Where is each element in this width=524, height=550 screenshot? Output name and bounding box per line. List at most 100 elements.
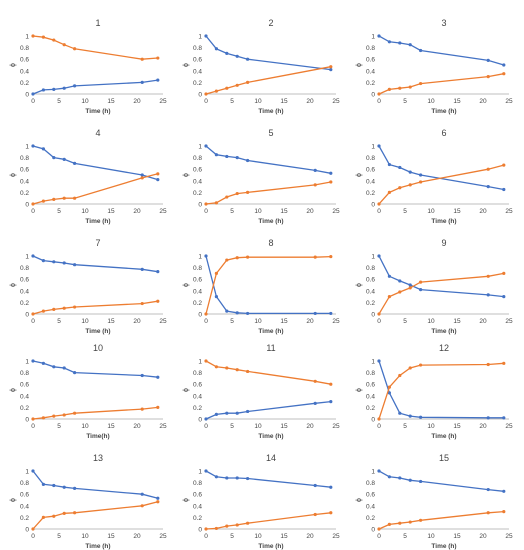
data-point bbox=[329, 485, 333, 489]
data-point bbox=[52, 38, 56, 42]
data-point bbox=[214, 201, 218, 205]
x-tick-label: 15 bbox=[453, 208, 461, 215]
x-tick-label: 15 bbox=[453, 423, 461, 430]
series-line-1 bbox=[205, 470, 331, 488]
data-point bbox=[52, 307, 56, 311]
data-point bbox=[377, 34, 381, 38]
data-point bbox=[156, 405, 160, 409]
y-tick-label: 0.2 bbox=[193, 405, 202, 412]
data-point bbox=[214, 153, 218, 157]
series-line-2 bbox=[205, 360, 331, 385]
chart-title: 5 bbox=[268, 128, 273, 138]
series-line-1 bbox=[378, 470, 504, 492]
x-tick-label: 0 bbox=[31, 533, 35, 540]
x-tick-label: 5 bbox=[57, 208, 61, 215]
data-point bbox=[419, 288, 423, 292]
data-point bbox=[73, 84, 77, 88]
data-point bbox=[41, 482, 46, 486]
series-line-2 bbox=[32, 406, 158, 420]
x-tick-label: 10 bbox=[254, 533, 262, 540]
chart-title: 11 bbox=[266, 343, 275, 353]
x-axis-label: Time (h) bbox=[431, 218, 456, 225]
data-point bbox=[225, 195, 229, 199]
y-tick-label: 0.2 bbox=[366, 405, 375, 412]
data-point bbox=[377, 254, 381, 258]
data-point bbox=[329, 65, 333, 69]
series-line-2 bbox=[205, 255, 331, 315]
y-tick-label: 0.2 bbox=[193, 300, 202, 307]
data-point bbox=[31, 469, 35, 473]
x-tick-label: 5 bbox=[403, 318, 407, 325]
data-point bbox=[246, 158, 250, 163]
data-point bbox=[62, 196, 66, 200]
data-point bbox=[140, 173, 144, 177]
x-axis-label: Time (h) bbox=[258, 433, 283, 440]
y-axis-label: ϕ bbox=[356, 388, 363, 392]
y-tick-label: 0 bbox=[198, 527, 202, 534]
y-tick-label: 0.2 bbox=[193, 80, 202, 87]
y-tick-label: 0.2 bbox=[366, 80, 375, 87]
data-point bbox=[62, 366, 66, 370]
data-point bbox=[486, 58, 490, 62]
x-axis-label: Time (h) bbox=[431, 108, 456, 115]
y-tick-label: 0.4 bbox=[193, 503, 202, 510]
series-line-2 bbox=[32, 501, 158, 530]
data-point bbox=[502, 489, 506, 493]
x-tick-label: 25 bbox=[505, 98, 513, 105]
data-point bbox=[204, 92, 208, 96]
y-tick-label: 0.4 bbox=[366, 68, 375, 75]
x-tick-label: 5 bbox=[403, 98, 407, 105]
data-point bbox=[140, 57, 144, 61]
y-tick-label: 0.6 bbox=[20, 57, 29, 64]
data-point bbox=[235, 54, 239, 58]
y-tick-label: 0.2 bbox=[366, 300, 375, 307]
data-point bbox=[387, 190, 391, 194]
chart-title: 15 bbox=[439, 453, 449, 463]
data-point bbox=[235, 368, 239, 372]
data-point bbox=[398, 279, 402, 283]
data-point bbox=[225, 86, 229, 90]
data-point bbox=[31, 417, 35, 421]
data-point bbox=[313, 401, 317, 405]
y-tick-label: 0.6 bbox=[193, 57, 202, 64]
data-point bbox=[313, 512, 317, 517]
data-point bbox=[419, 363, 423, 367]
data-point bbox=[140, 492, 144, 496]
x-tick-label: 15 bbox=[280, 98, 288, 105]
y-tick-label: 0.8 bbox=[366, 265, 375, 272]
y-tick-label: 0 bbox=[25, 312, 29, 319]
data-point bbox=[52, 156, 56, 160]
data-point bbox=[62, 306, 66, 310]
data-point bbox=[225, 524, 229, 528]
y-tick-label: 1 bbox=[371, 34, 375, 41]
y-tick-label: 1 bbox=[25, 359, 29, 366]
chart-title: 6 bbox=[441, 128, 446, 138]
data-point bbox=[502, 72, 506, 76]
data-point bbox=[235, 83, 239, 87]
y-tick-label: 0.4 bbox=[366, 503, 375, 510]
data-point bbox=[329, 171, 333, 175]
data-point bbox=[313, 168, 317, 172]
data-point bbox=[41, 88, 46, 92]
series-line-2 bbox=[32, 35, 158, 60]
chart-title: 13 bbox=[93, 453, 103, 463]
data-point bbox=[41, 309, 46, 313]
data-point bbox=[377, 417, 381, 421]
y-tick-label: 0.8 bbox=[20, 480, 29, 487]
data-point bbox=[502, 187, 506, 192]
y-tick-label: 0.8 bbox=[366, 480, 375, 487]
data-point bbox=[31, 92, 35, 96]
x-tick-label: 0 bbox=[204, 318, 208, 325]
y-tick-label: 0.2 bbox=[193, 190, 202, 197]
y-tick-label: 1 bbox=[371, 359, 375, 366]
x-tick-label: 25 bbox=[505, 533, 513, 540]
data-point bbox=[204, 144, 208, 148]
data-point bbox=[204, 417, 208, 421]
x-tick-label: 15 bbox=[107, 423, 115, 430]
data-point bbox=[235, 256, 239, 260]
data-point bbox=[73, 161, 77, 165]
